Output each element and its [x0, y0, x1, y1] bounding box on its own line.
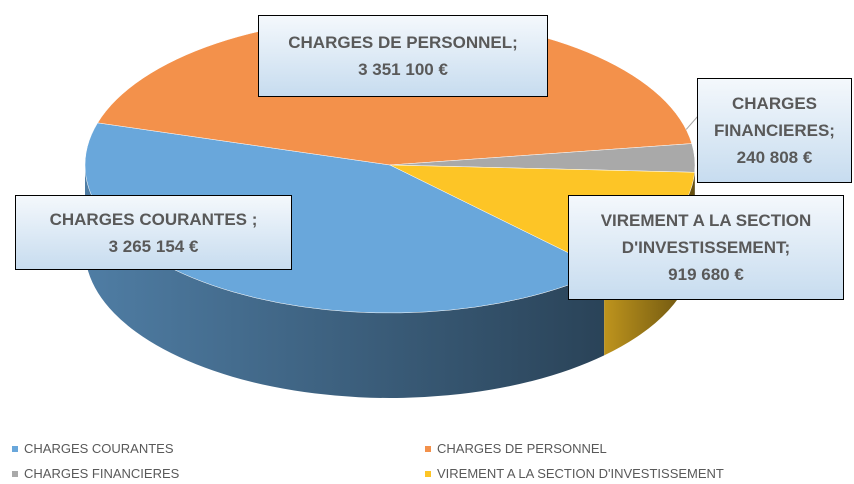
- legend-item: CHARGES FINANCIERES: [12, 466, 179, 481]
- leader-line: [683, 115, 699, 133]
- data-label: VIREMENT A LA SECTION D'INVESTISSEMENT; 9…: [568, 195, 844, 300]
- legend-marker: [425, 470, 431, 477]
- data-label: CHARGES DE PERSONNEL; 3 351 100 €: [258, 15, 548, 97]
- value-label: 240 808 €: [736, 148, 813, 167]
- legend-marker: [12, 445, 18, 452]
- legend-item: CHARGES COURANTES: [12, 441, 174, 456]
- legend-marker: [12, 470, 18, 477]
- legend-marker: [425, 445, 431, 452]
- value-label: 919 680 €: [668, 265, 744, 284]
- label-name: CHARGES COURANTES ;: [49, 209, 258, 229]
- legend-item: CHARGES DE PERSONNEL: [425, 441, 607, 456]
- label-name: CHARGES DE PERSONNEL;: [288, 33, 518, 52]
- legend-label: CHARGES COURANTES: [24, 441, 174, 456]
- legend-label: VIREMENT A LA SECTION D'INVESTISSEMENT: [437, 466, 724, 481]
- data-label: CHARGES FINANCIERES; 240 808 €: [697, 78, 852, 183]
- label-name: VIREMENT A LA SECTION D'INVESTISSEMENT;: [600, 211, 812, 257]
- legend-label: CHARGES DE PERSONNEL: [437, 441, 607, 456]
- data-label: CHARGES COURANTES ; 3 265 154 €: [15, 195, 292, 270]
- value-label: 3 351 100 €: [358, 60, 448, 79]
- value-label: 3 265 154 €: [108, 236, 199, 256]
- legend-label: CHARGES FINANCIERES: [24, 466, 180, 481]
- legend-item: VIREMENT A LA SECTION D'INVESTISSEMENT: [425, 466, 724, 481]
- label-name: CHARGES FINANCIERES;: [714, 94, 835, 140]
- slice-side: [85, 165, 605, 399]
